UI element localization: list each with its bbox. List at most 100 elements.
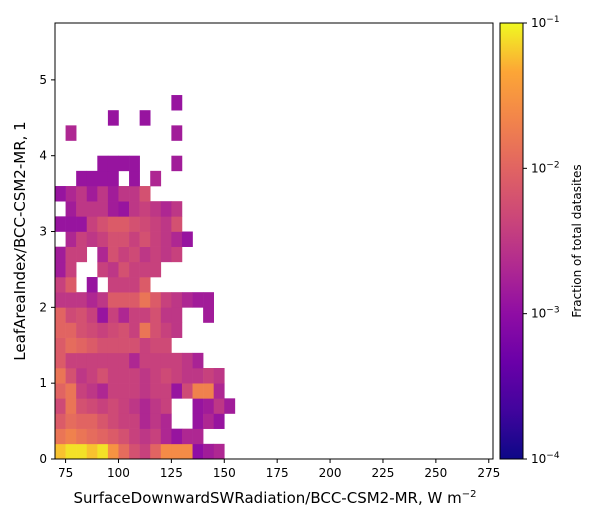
heatmap-cell <box>150 246 162 263</box>
heatmap-cell <box>150 170 162 187</box>
heatmap-cell <box>129 443 140 460</box>
heatmap-cell <box>150 307 162 323</box>
colorbar-tick-label: 10−2 <box>531 160 560 175</box>
heatmap-cell <box>192 383 204 399</box>
heatmap-cell <box>86 413 98 429</box>
heatmap-cell <box>181 428 193 445</box>
heatmap-cell <box>160 383 172 399</box>
heatmap-cell <box>118 201 130 217</box>
heatmap-cell <box>129 201 140 217</box>
heatmap-cell <box>150 322 162 338</box>
heatmap-cell <box>107 292 119 308</box>
heatmap-cell <box>213 368 225 384</box>
heatmap-cell <box>107 246 119 263</box>
heatmap-cell <box>118 246 130 263</box>
heatmap-cell <box>107 170 119 187</box>
heatmap-cell <box>118 443 130 460</box>
heatmap-cell <box>86 398 98 414</box>
heatmap-cell <box>171 443 183 460</box>
heatmap-cell <box>76 216 88 232</box>
heatmap-cell <box>65 413 77 429</box>
heatmap-cell <box>65 398 77 414</box>
heatmap-cell <box>107 428 119 445</box>
heatmap-cell <box>203 292 214 308</box>
heatmap-cell <box>150 261 162 278</box>
heatmap-cell <box>118 398 130 414</box>
heatmap-cell <box>139 261 151 278</box>
heatmap-cell <box>76 307 88 323</box>
heatmap-cell <box>160 216 172 232</box>
heatmap-cell <box>65 428 77 445</box>
heatmap-cell <box>150 201 162 217</box>
heatmap-cell <box>213 398 225 414</box>
heatmap-cell <box>129 277 140 293</box>
heatmap-cell <box>107 398 119 414</box>
heatmap-cell <box>129 398 140 414</box>
heatmap-cell <box>150 292 162 308</box>
colorbar-ticks: 10−1 10−2 10−3 10−4 <box>523 15 560 466</box>
heatmap-cell <box>203 368 214 384</box>
heatmap-cell <box>97 307 109 323</box>
heatmap-cell <box>55 292 66 308</box>
heatmap-cell <box>192 292 204 308</box>
heatmap-cell <box>97 322 109 338</box>
x-axis-label: SurfaceDownwardSWRadiation/BCC-CSM2-MR, … <box>74 489 477 507</box>
heatmap-cell <box>86 428 98 445</box>
heatmap-cell <box>97 186 109 202</box>
heatmap-cell <box>181 231 193 247</box>
heatmap-cell <box>192 428 204 445</box>
heatmap-cell <box>139 186 151 202</box>
heatmap-cell <box>86 383 98 399</box>
heatmap-cell <box>55 443 66 460</box>
x-tick-label: 275 <box>477 466 500 480</box>
heatmap-cell <box>139 216 151 232</box>
heatmap-cell <box>65 246 77 263</box>
colorbar-tick-label: 10−1 <box>531 15 560 30</box>
heatmap-cell <box>192 443 204 460</box>
heatmap-cell <box>129 337 140 354</box>
heatmap-cells <box>55 95 236 460</box>
heatmap-cell <box>86 337 98 354</box>
heatmap-cell <box>203 413 214 429</box>
heatmap-cell <box>160 413 172 429</box>
x-tick-label: 75 <box>58 466 73 480</box>
heatmap-cell <box>160 307 172 323</box>
heatmap-cell <box>129 231 140 247</box>
y-axis-label: LeafAreaIndex/BCC-CSM2-MR, 1 <box>11 121 29 360</box>
heatmap-cell <box>107 368 119 384</box>
heatmap-cell <box>86 186 98 202</box>
heatmap-cell <box>129 216 140 232</box>
heatmap-cell <box>97 413 109 429</box>
heatmap-cell <box>97 246 109 263</box>
heatmap-cell <box>107 277 119 293</box>
heatmap-cell <box>107 307 119 323</box>
heatmap-cell <box>139 443 151 460</box>
heatmap-cell <box>76 292 88 308</box>
heatmap-cell <box>55 337 66 354</box>
heatmap-cell <box>139 246 151 263</box>
heatmap-cell <box>118 322 130 338</box>
heatmap-cell <box>192 398 204 414</box>
heatmap-cell <box>107 231 119 247</box>
heatmap-cell <box>139 201 151 217</box>
heatmap-cell <box>129 246 140 263</box>
heatmap-cell <box>55 261 66 278</box>
heatmap-cell <box>150 337 162 354</box>
heatmap-cell <box>65 201 77 217</box>
heatmap-cell <box>97 428 109 445</box>
heatmap-cell <box>107 201 119 217</box>
heatmap-cell <box>76 186 88 202</box>
heatmap-cell <box>65 307 77 323</box>
colorbar-label: Fraction of total datasites <box>570 164 584 317</box>
heatmap-cell <box>107 413 119 429</box>
heatmap-cell <box>139 428 151 445</box>
heatmap-cell <box>76 398 88 414</box>
heatmap-cell <box>203 383 214 399</box>
heatmap-cell <box>118 413 130 429</box>
heatmap-cell <box>139 383 151 399</box>
heatmap-cell <box>55 277 66 293</box>
heatmap-cell <box>129 170 140 187</box>
heatmap-cell <box>65 368 77 384</box>
heatmap-cell <box>150 216 162 232</box>
